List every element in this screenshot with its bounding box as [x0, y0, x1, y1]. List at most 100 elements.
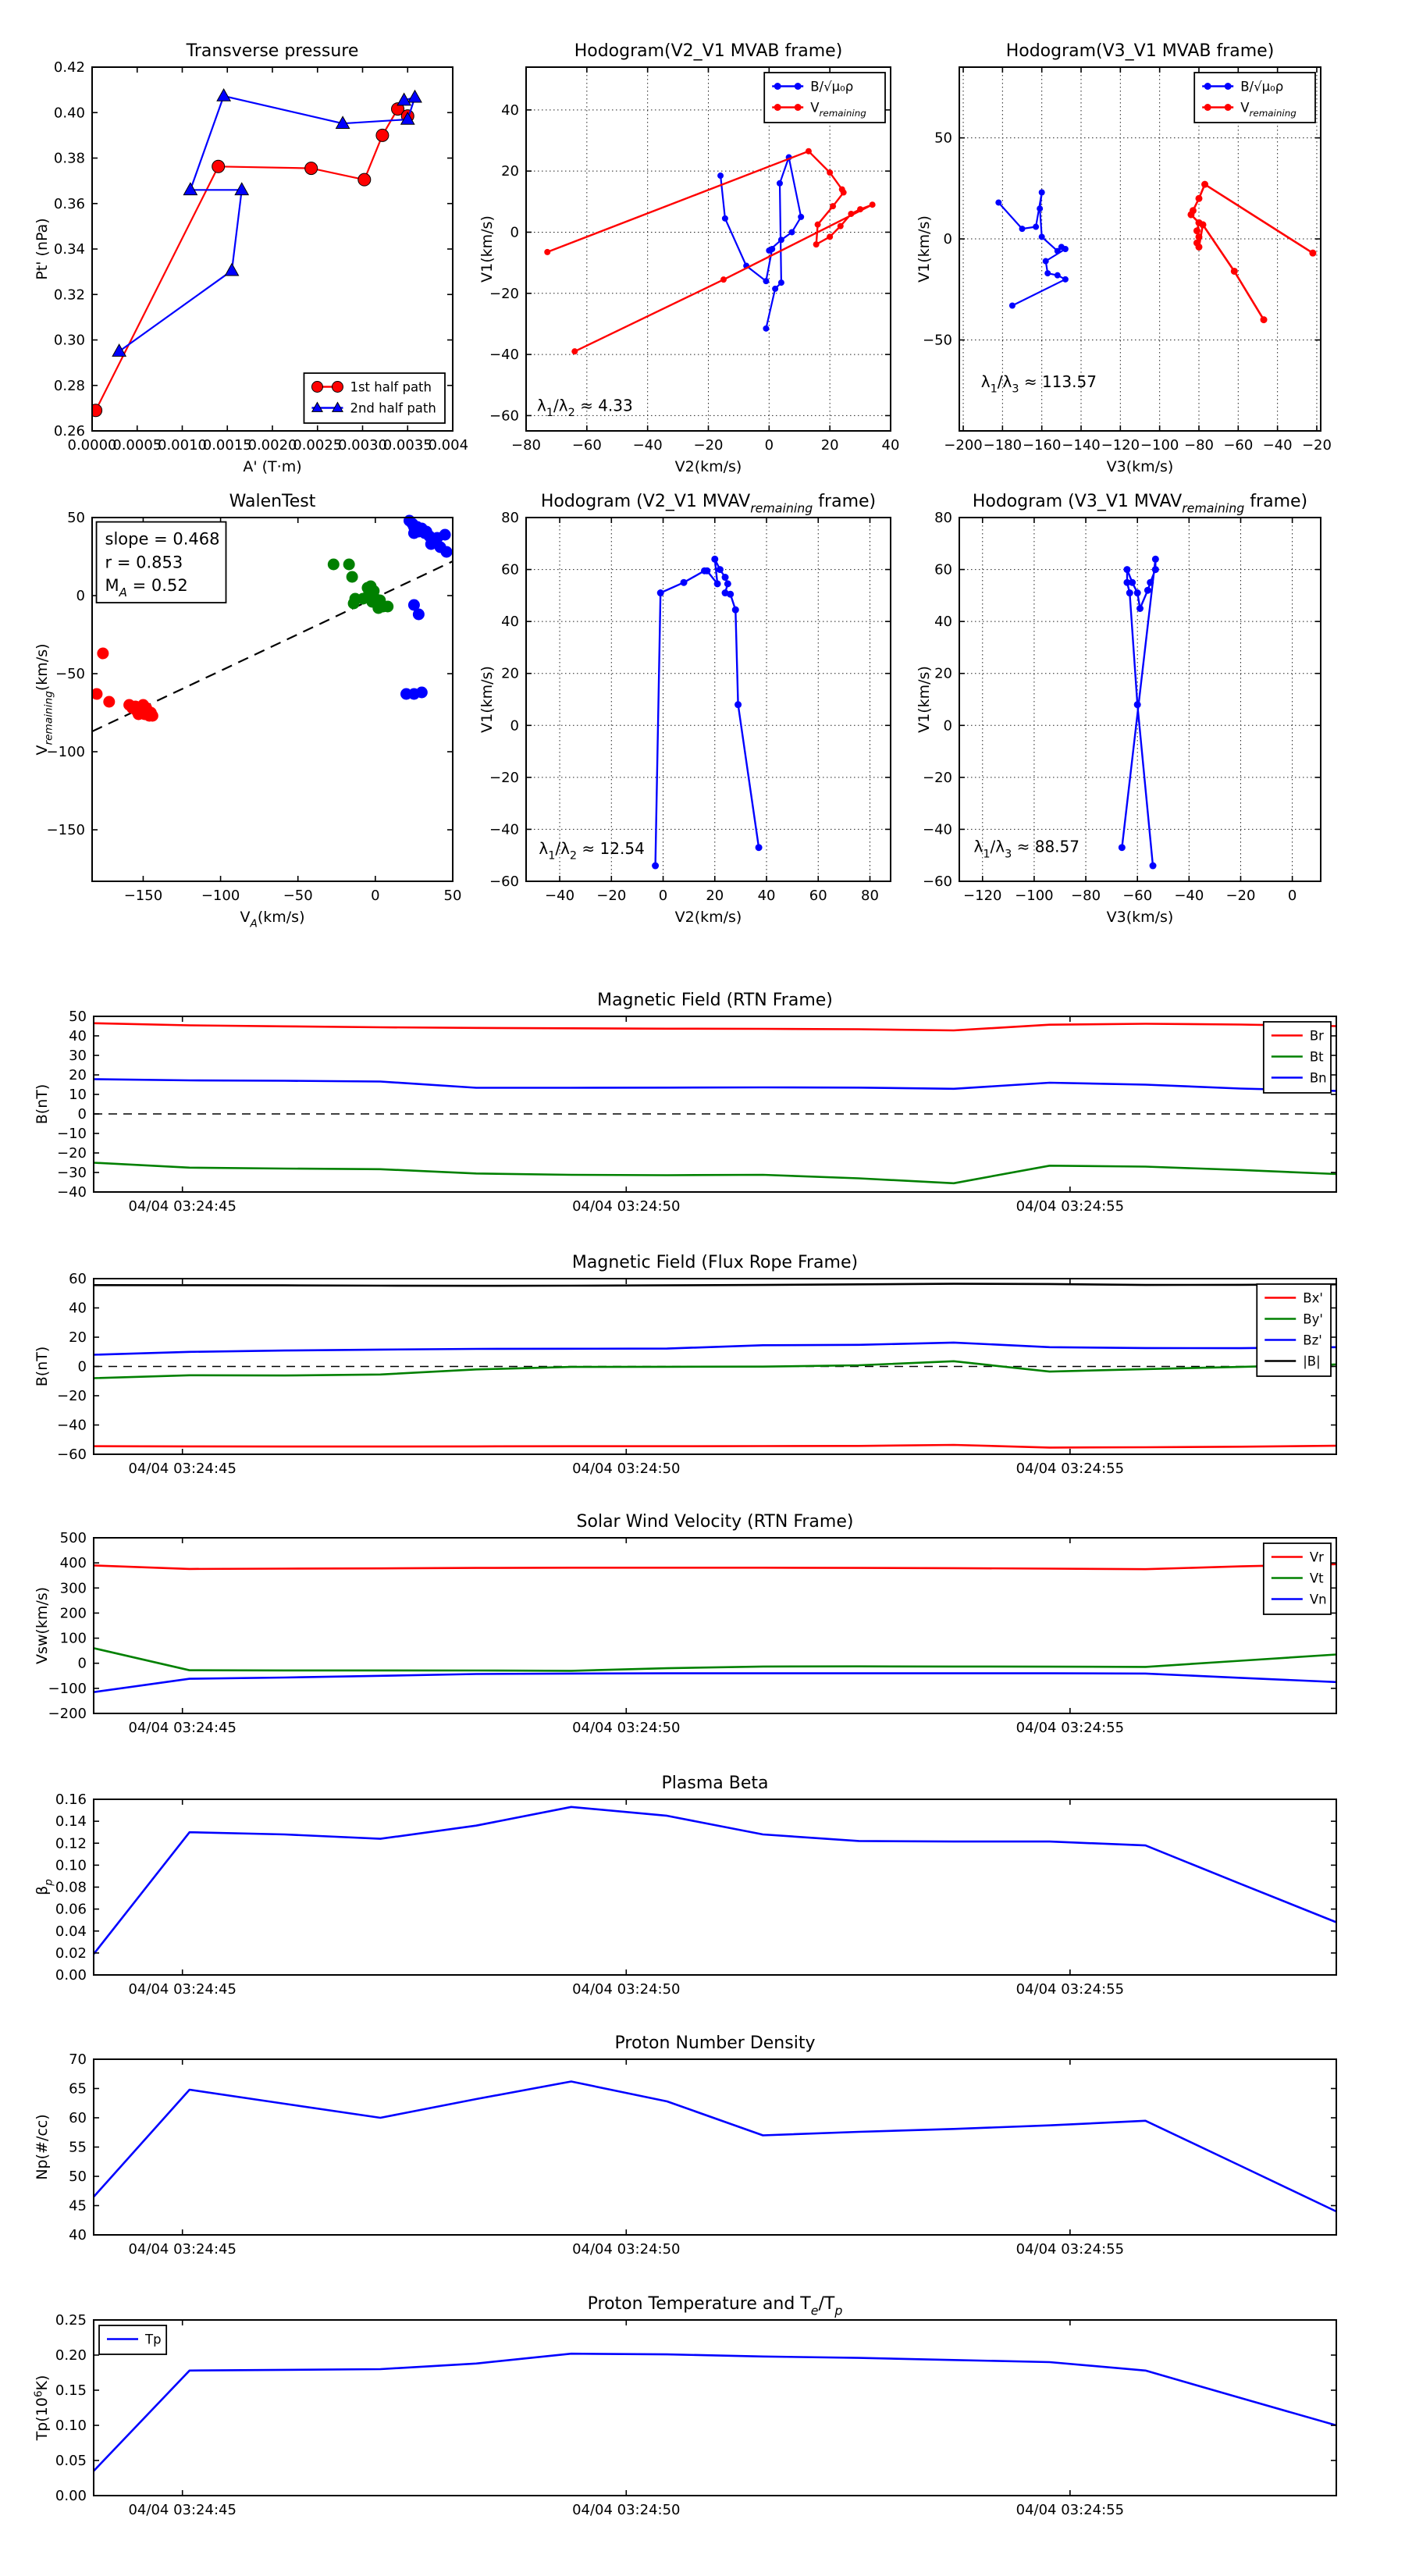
- svg-text:0.32: 0.32: [54, 286, 85, 303]
- svg-text:40: 40: [69, 1300, 87, 1317]
- svg-text:40: 40: [882, 437, 900, 454]
- svg-text:50: 50: [67, 510, 85, 526]
- svg-text:0.26: 0.26: [54, 423, 85, 439]
- svg-text:Vr: Vr: [1310, 1550, 1324, 1564]
- svg-text:VA(km/s): VA(km/s): [240, 909, 304, 930]
- svg-text:0.0030: 0.0030: [338, 437, 387, 454]
- svg-text:−40: −40: [1263, 437, 1293, 454]
- svg-text:Vremaining(km/s): Vremaining(km/s): [34, 643, 55, 755]
- svg-text:Transverse pressure: Transverse pressure: [186, 41, 359, 61]
- svg-text:0: 0: [765, 437, 774, 454]
- svg-text:Hodogram (V2_V1 MVAVremaining: Hodogram (V2_V1 MVAVremaining frame): [541, 492, 876, 515]
- svg-text:−80: −80: [1071, 888, 1101, 904]
- svg-text:Tp: Tp: [144, 2332, 162, 2347]
- svg-text:0.0025: 0.0025: [293, 437, 342, 454]
- svg-text:Hodogram(V3_V1 MVAB frame): Hodogram(V3_V1 MVAB frame): [1006, 41, 1275, 61]
- svg-text:−80: −80: [1184, 437, 1214, 454]
- svg-text:60: 60: [934, 562, 952, 578]
- magnetic-field-rtn-panel: 04/04 03:24:45 04/04 03:24:50 04/04 03:24:…: [31, 968, 1374, 1229]
- svg-text:60: 60: [69, 1271, 87, 1287]
- svg-text:−60: −60: [489, 407, 519, 424]
- svg-text:λ1/λ2 ≈ 12.54: λ1/λ2 ≈ 12.54: [539, 839, 644, 863]
- svg-text:Vn: Vn: [1310, 1592, 1327, 1606]
- svg-text:Solar Wind Velocity (RTN Frame: Solar Wind Velocity (RTN Frame): [577, 1512, 854, 1532]
- svg-text:60: 60: [809, 888, 827, 904]
- svg-text:−20: −20: [57, 1388, 87, 1404]
- svg-text:A' (T·m): A' (T·m): [243, 458, 301, 475]
- svg-text:−100: −100: [201, 888, 240, 904]
- svg-text:MA = 0.52: MA = 0.52: [105, 576, 188, 600]
- svg-text:0.28: 0.28: [54, 378, 85, 394]
- svg-text:−60: −60: [572, 437, 602, 454]
- svg-text:Np(#/cc): Np(#/cc): [34, 2114, 51, 2179]
- svg-text:V2(km/s): V2(km/s): [675, 909, 742, 926]
- transverse-pressure-plot: 0.0000 0.0005 0.0010 0.0015 0.0020 0.0025 0.00…: [31, 23, 477, 476]
- svg-text:−120: −120: [1101, 437, 1140, 454]
- proton-density-panel: 04/04 03:24:45 04/04 03:24:50 04/04 03:24:…: [31, 2011, 1374, 2272]
- svg-text:0.02: 0.02: [55, 1945, 87, 1962]
- svg-text:04/04 03:24:50: 04/04 03:24:50: [572, 1720, 680, 1736]
- svg-text:−50: −50: [923, 333, 952, 349]
- svg-text:50: 50: [69, 2169, 87, 2185]
- svg-text:−140: −140: [1062, 437, 1100, 454]
- svg-text:0: 0: [510, 224, 519, 240]
- svg-text:0.40: 0.40: [54, 105, 85, 121]
- svg-text:0: 0: [944, 717, 952, 734]
- svg-text:Plasma Beta: Plasma Beta: [662, 1774, 769, 1793]
- svg-text:−20: −20: [1302, 437, 1332, 454]
- svg-text:−40: −40: [57, 1184, 87, 1201]
- svg-text:0.0015: 0.0015: [203, 437, 252, 454]
- svg-text:V1(km/s): V1(km/s): [916, 215, 933, 283]
- svg-text:0.16: 0.16: [55, 1791, 87, 1808]
- svg-text:04/04 03:24:50: 04/04 03:24:50: [572, 1981, 680, 1998]
- svg-text:0: 0: [78, 1656, 87, 1672]
- svg-text:0.10: 0.10: [55, 1857, 87, 1873]
- svg-text:Magnetic Field (Flux Rope Fram: Magnetic Field (Flux Rope Frame): [572, 1253, 858, 1272]
- svg-text:B(nT): B(nT): [34, 1084, 51, 1125]
- svg-text:30: 30: [69, 1048, 87, 1064]
- svg-text:Vt: Vt: [1310, 1571, 1324, 1585]
- svg-text:−60: −60: [489, 873, 519, 890]
- svg-text:B/√μ₀ρ: B/√μ₀ρ: [1240, 79, 1283, 94]
- svg-text:0.05: 0.05: [55, 2453, 87, 2469]
- svg-text:βp: βp: [34, 1879, 55, 1895]
- svg-text:60: 60: [501, 562, 519, 578]
- svg-text:400: 400: [60, 1555, 87, 1571]
- svg-text:V3(km/s): V3(km/s): [1107, 458, 1174, 475]
- solar-wind-velocity-panel: 04/04 03:24:45 04/04 03:24:50 04/04 03:24:…: [31, 1489, 1374, 1751]
- svg-text:0.38: 0.38: [54, 151, 85, 167]
- svg-text:04/04 03:24:50: 04/04 03:24:50: [572, 1198, 680, 1215]
- svg-text:−50: −50: [283, 888, 313, 904]
- svg-text:−60: −60: [57, 1446, 87, 1463]
- svg-text:By': By': [1303, 1311, 1323, 1326]
- svg-text:40: 40: [69, 1028, 87, 1044]
- svg-text:0: 0: [78, 1359, 87, 1375]
- svg-text:10: 10: [69, 1087, 87, 1103]
- svg-text:0.0035: 0.0035: [383, 437, 432, 454]
- svg-text:70: 70: [69, 2051, 87, 2068]
- svg-text:0.0000: 0.0000: [68, 437, 117, 454]
- svg-text:55: 55: [69, 2140, 87, 2156]
- svg-text:−120: −120: [963, 888, 1001, 904]
- svg-text:−60: −60: [1122, 888, 1152, 904]
- svg-text:Proton Number Density: Proton Number Density: [615, 2033, 816, 2053]
- svg-text:Vsw(km/s): Vsw(km/s): [34, 1587, 51, 1664]
- svg-text:80: 80: [934, 510, 952, 526]
- svg-text:−20: −20: [923, 770, 952, 786]
- svg-text:50: 50: [934, 130, 952, 147]
- svg-text:V3(km/s): V3(km/s): [1107, 909, 1174, 926]
- svg-text:04/04 03:24:45: 04/04 03:24:45: [128, 2241, 236, 2258]
- svg-text:04/04 03:24:45: 04/04 03:24:45: [128, 1198, 236, 1215]
- svg-text:04/04 03:24:55: 04/04 03:24:55: [1016, 1981, 1124, 1998]
- svg-text:Bx': Bx': [1303, 1290, 1323, 1305]
- plasma-beta-panel: 04/04 03:24:45 04/04 03:24:50 04/04 03:24:…: [31, 1751, 1374, 2012]
- svg-text:0.0020: 0.0020: [248, 437, 297, 454]
- magnetic-field-flux-rope-panel: 04/04 03:24:45 04/04 03:24:50 04/04 03:24:…: [31, 1230, 1374, 1492]
- svg-text:04/04 03:24:45: 04/04 03:24:45: [128, 1981, 236, 1998]
- svg-text:Magnetic Field (RTN Frame): Magnetic Field (RTN Frame): [597, 991, 833, 1010]
- hodogram-v2v1-mvab-plot: −80 −60 −40 −20 0 20 40 −60 −40 −20 0 20 40 Hodogram(…: [476, 23, 952, 476]
- svg-text:0.06: 0.06: [55, 1902, 87, 1918]
- svg-text:20: 20: [69, 1067, 87, 1083]
- svg-text:WalenTest: WalenTest: [229, 492, 316, 511]
